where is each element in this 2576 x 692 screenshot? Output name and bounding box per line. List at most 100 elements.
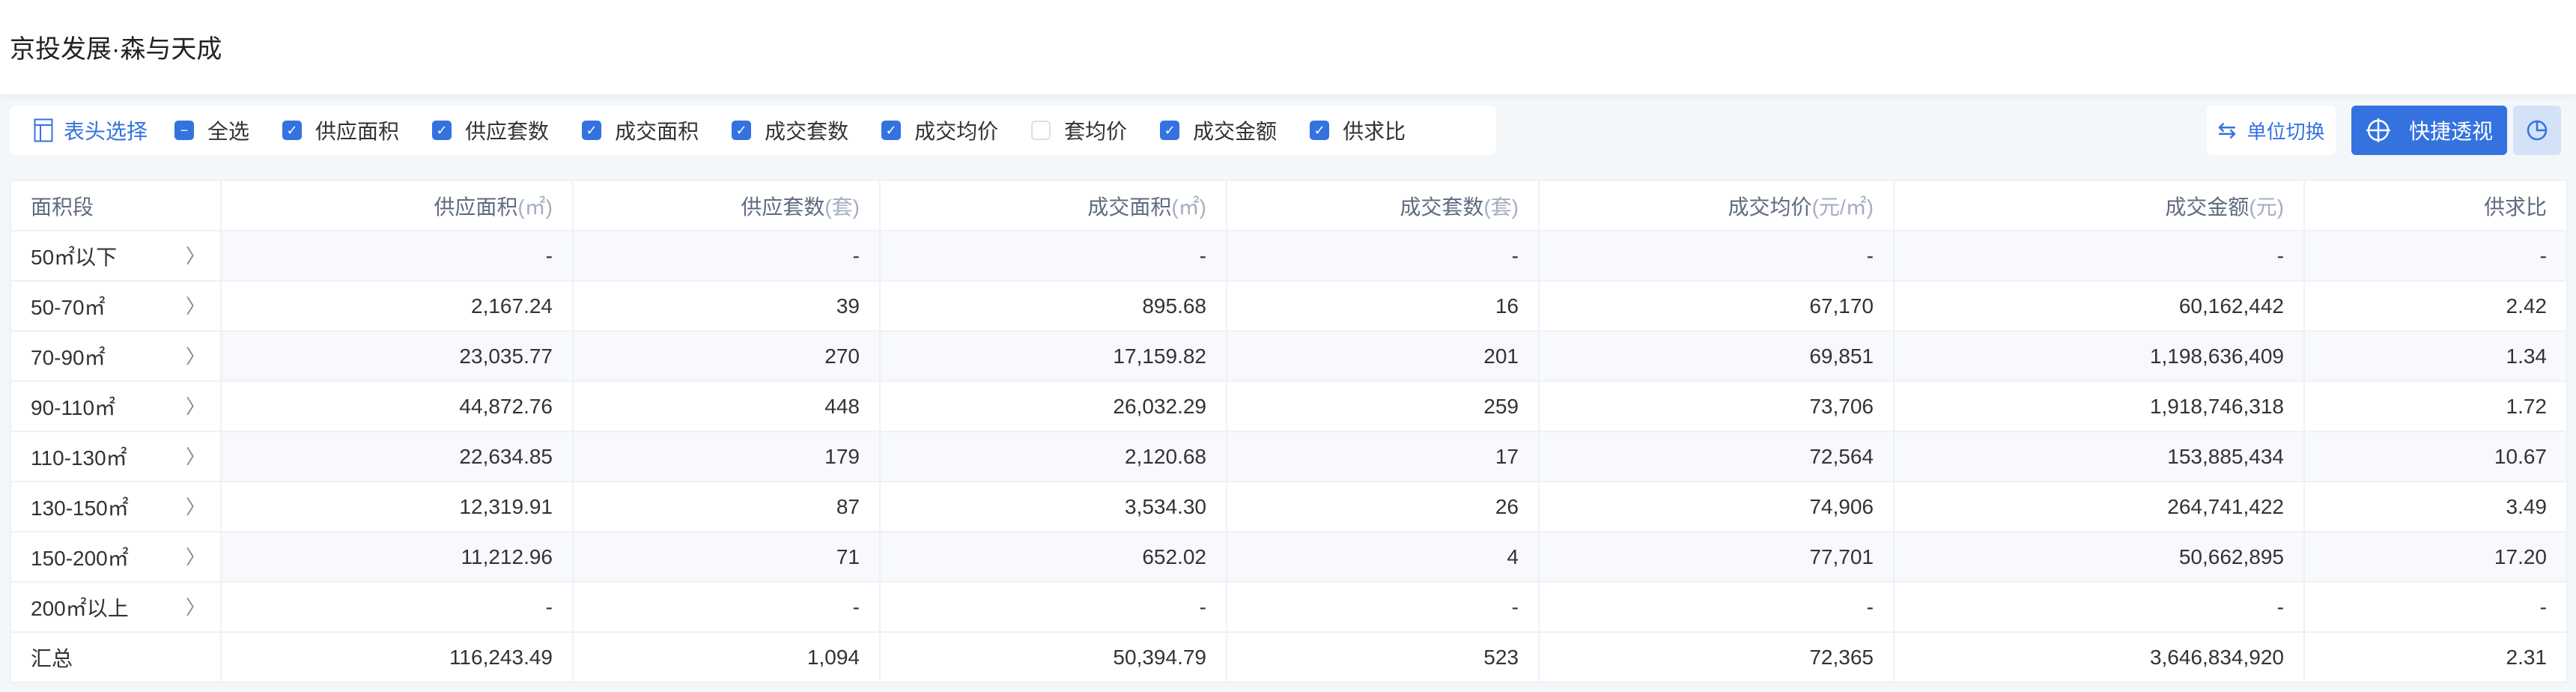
checkbox-select-all[interactable]: − 全选 [174,115,249,145]
checkbox-column-6[interactable]: ✓ 成交金额 [1160,115,1277,145]
row-expand-cell[interactable]: 150-200㎡ 〉 [10,531,222,583]
table-cell: 259 [1226,380,1540,432]
column-header-label: 供应面积 [434,195,518,219]
table-cell: 179 [572,431,881,482]
checkbox-label: 成交面积 [615,120,699,143]
unit-switch-button[interactable]: ⇆ 单位切换 [2207,106,2336,155]
row-expand-cell[interactable]: 200㎡以上 〉 [10,581,222,633]
column-header-label: 供应套数 [741,195,825,219]
row-expand-cell[interactable]: 90-110㎡ 〉 [10,380,222,432]
column-header-label: 成交金额 [2165,195,2250,219]
row-label: 110-130㎡ [31,446,127,470]
swap-arrows-icon: ⇆ [2217,118,2237,143]
row-expand-cell[interactable]: 110-130㎡ 〉 [10,431,222,482]
table-row: 150-200㎡ 〉 11,212.96 71 652.02 4 77,701 50,662,… [10,531,2568,583]
checkbox-column-5[interactable]: 套均价 [1031,115,1127,145]
column-header: 成交面积(㎡) [879,180,1227,231]
row-expand-cell[interactable]: 50㎡以下 〉 [10,230,222,282]
table-cell: - [220,230,574,282]
checkbox-label: 成交均价 [914,120,999,143]
table-cell: - [879,581,1227,633]
table-cell: - [1893,581,2305,633]
unchecked-box-icon [1031,121,1051,140]
column-toolbar: 表头选择 − 全选 ✓ 供应面积 ✓ 供应套数 ✓ 成交面积 ✓ 成交套数 ✓ 成交均价 套均价 ✓ 成交… [10,106,1496,155]
quick-pivot-button[interactable]: 快捷透视 [2351,106,2507,155]
table-cell: 448 [572,380,881,432]
checkbox-label: 供应套数 [465,120,550,143]
column-header-unit: (㎡) [517,195,553,219]
table-cell: 16 [1226,280,1540,332]
table-cell: 69,851 [1538,330,1895,382]
checkbox-column-3[interactable]: ✓ 成交套数 [732,115,848,145]
table-cell: 270 [572,330,881,382]
table-cell: - [2303,581,2568,633]
table-cell: 71 [572,531,881,583]
total-cell: 1,094 [572,631,881,683]
checkmark-icon: ✓ [282,121,303,140]
header-select-button[interactable]: 表头选择 [34,115,148,145]
column-header-label: 成交面积 [1087,195,1172,219]
checkmark-icon: ✓ [732,121,752,140]
table-cell: - [2303,230,2568,282]
row-expand-cell[interactable]: 70-90㎡ 〉 [10,330,222,382]
crosshair-icon [2366,118,2390,142]
total-cell: 116,243.49 [220,631,574,683]
table-cell: 264,741,422 [1893,481,2305,532]
total-cell: 3,646,834,920 [1893,631,2305,683]
table-cell: - [1226,581,1540,633]
table-cell: - [879,230,1227,282]
row-expand-cell[interactable]: 50-70㎡ 〉 [10,280,222,332]
table-cell: - [220,581,574,633]
column-header-label: 成交套数 [1400,195,1484,219]
table-cell: 44,872.76 [220,380,574,432]
column-header-unit: (㎡) [1171,195,1206,219]
table-row: 130-150㎡ 〉 12,319.91 87 3,534.30 26 74,906 264,… [10,481,2568,532]
column-header: 面积段 [10,180,222,231]
column-header-label: 面积段 [31,195,94,219]
chevron-right-icon[interactable]: 〉 [185,495,205,518]
chevron-right-icon[interactable]: 〉 [185,595,205,619]
chevron-right-icon[interactable]: 〉 [185,395,205,418]
table-cell: - [1538,581,1895,633]
table-cell: 2,120.68 [879,431,1227,482]
chevron-right-icon[interactable]: 〉 [185,545,205,568]
chart-view-button[interactable] [2513,106,2561,155]
table-cell: 50,662,895 [1893,531,2305,583]
table-icon [34,118,53,142]
total-cell: 2.31 [2303,631,2568,683]
unit-switch-label: 单位切换 [2247,120,2325,143]
table-cell: - [1893,230,2305,282]
top-bar: 京投发展·森与天成 [0,0,2576,94]
column-header: 成交金额(元) [1893,180,2305,231]
chevron-right-icon[interactable]: 〉 [185,445,205,468]
checkbox-column-7[interactable]: ✓ 供求比 [1310,115,1406,145]
table-cell: 26 [1226,481,1540,532]
table-cell: 73,706 [1538,380,1895,432]
checkmark-icon: ✓ [432,121,452,140]
table-cell: 22,634.85 [220,431,574,482]
column-header: 供应面积(㎡) [220,180,574,231]
chevron-right-icon[interactable]: 〉 [185,244,205,267]
table-cell: 87 [572,481,881,532]
table-cell: 60,162,442 [1893,280,2305,332]
chevron-right-icon[interactable]: 〉 [185,345,205,368]
checkbox-column-2[interactable]: ✓ 成交面积 [582,115,699,145]
page-title: 京投发展·森与天成 [10,35,222,64]
chevron-right-icon[interactable]: 〉 [185,294,205,318]
checkbox-column-0[interactable]: ✓ 供应面积 [282,115,399,145]
total-cell: 523 [1226,631,1540,683]
pie-chart-icon [2527,120,2548,141]
column-header: 成交套数(套) [1226,180,1540,231]
checkbox-column-1[interactable]: ✓ 供应套数 [432,115,549,145]
row-expand-cell[interactable]: 130-150㎡ 〉 [10,481,222,532]
table-cell: 12,319.91 [220,481,574,532]
table-cell: 1,198,636,409 [1893,330,2305,382]
table-cell: 3.49 [2303,481,2568,532]
table-cell: 201 [1226,330,1540,382]
table-cell: 4 [1226,531,1540,583]
table-cell: 3,534.30 [879,481,1227,532]
checkbox-column-4[interactable]: ✓ 成交均价 [881,115,998,145]
table-cell: 1,918,746,318 [1893,380,2305,432]
indeterminate-icon: − [174,121,195,140]
table-cell: 17 [1226,431,1540,482]
